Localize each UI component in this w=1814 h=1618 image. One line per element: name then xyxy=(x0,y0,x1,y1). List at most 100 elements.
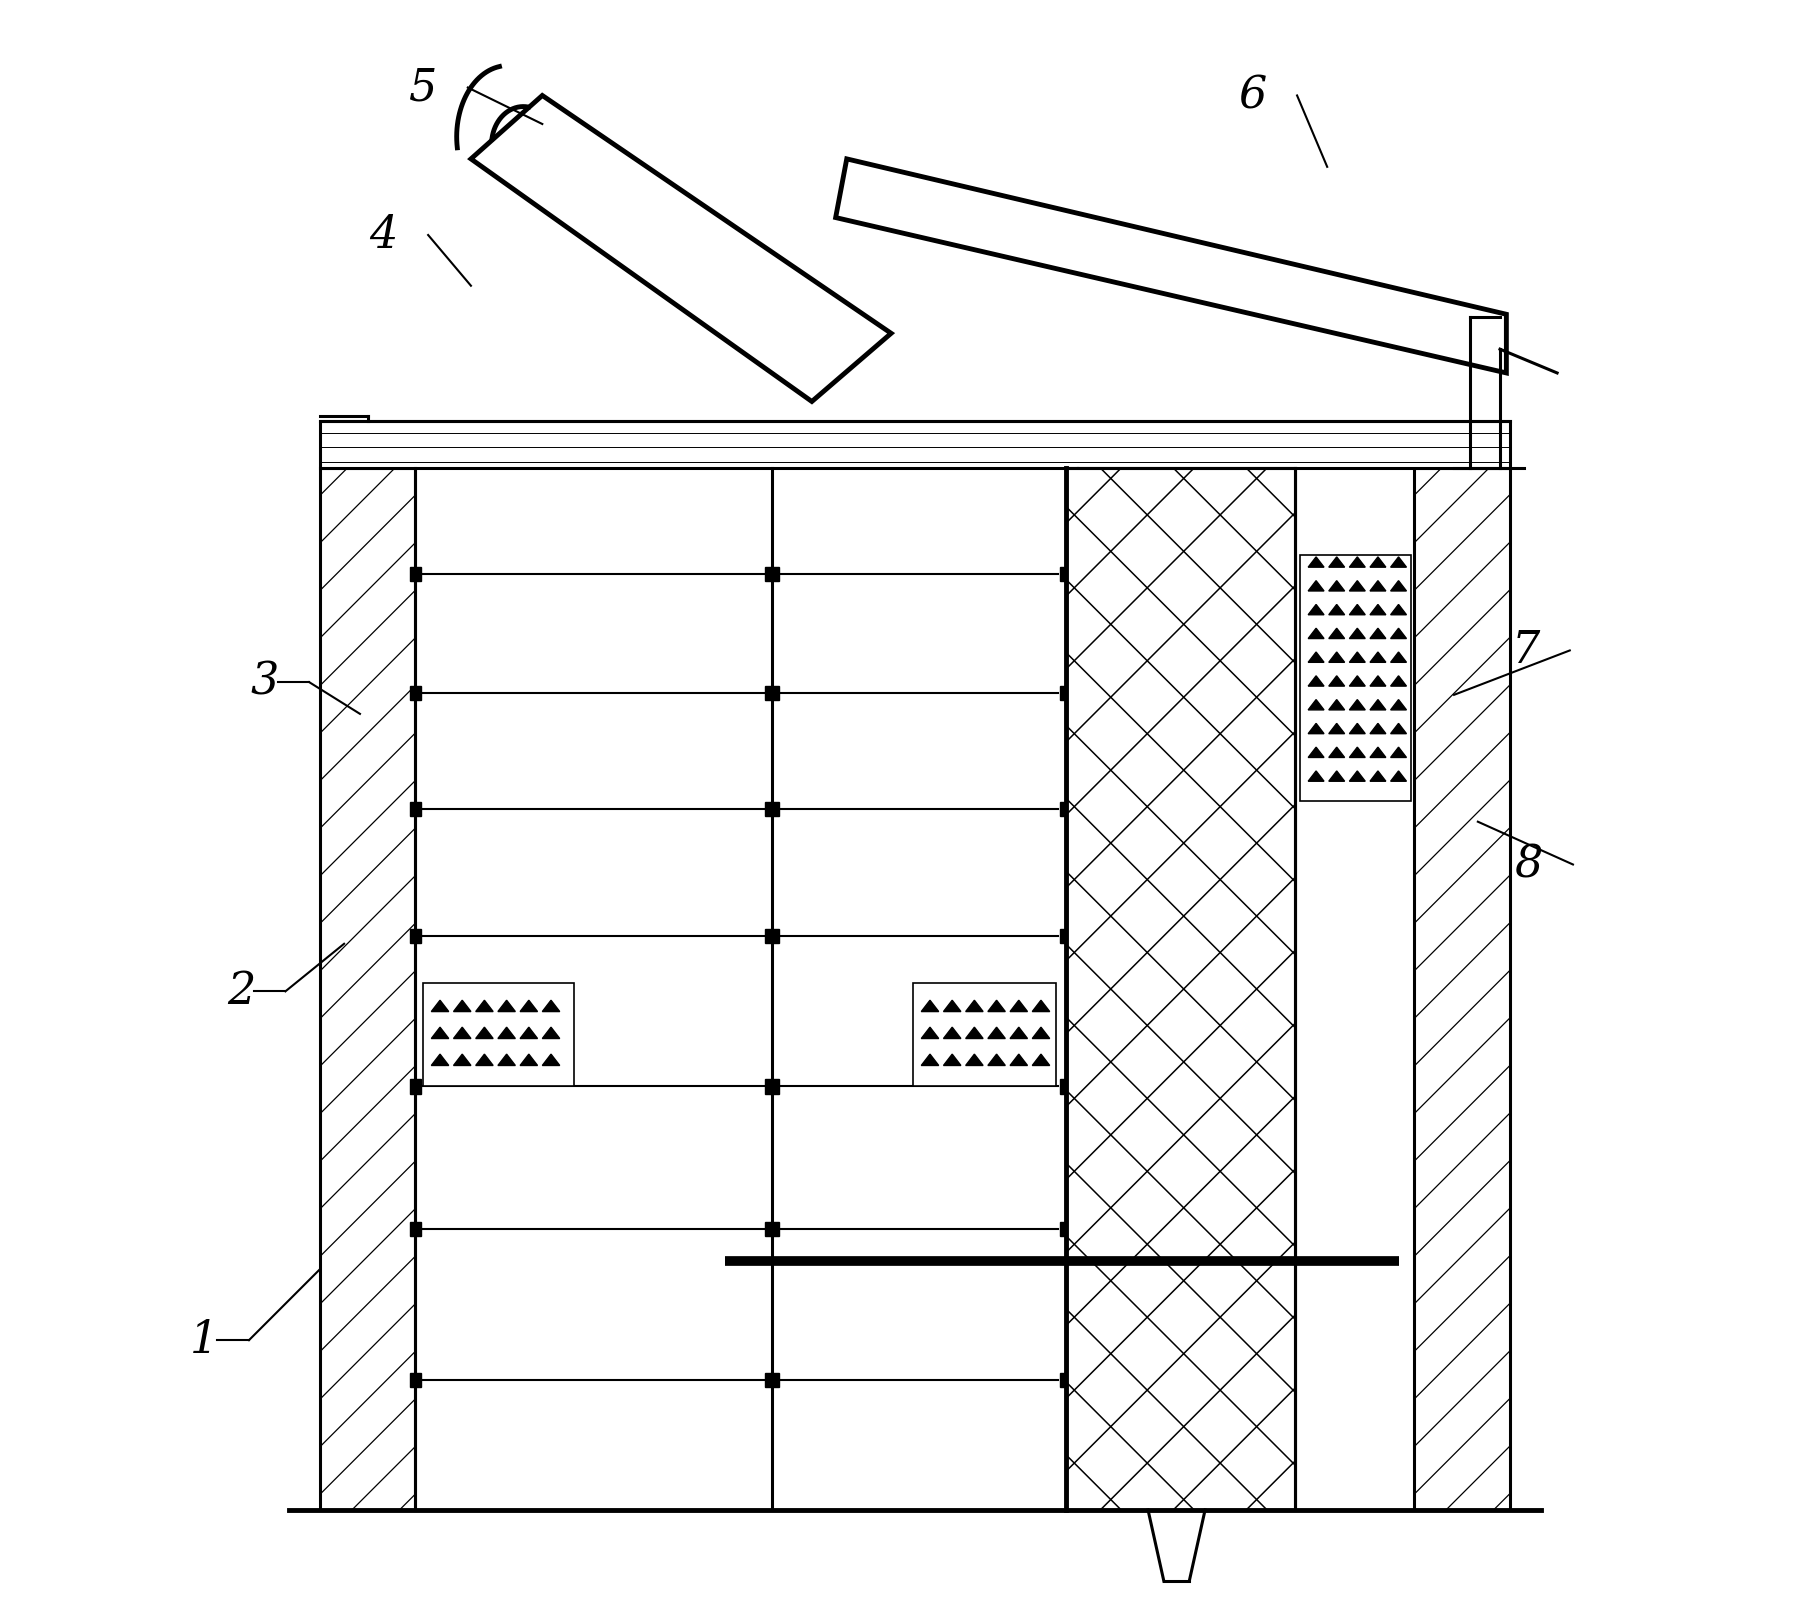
Bar xyxy=(766,1222,780,1236)
Bar xyxy=(410,1222,421,1236)
Bar xyxy=(766,1079,780,1094)
Polygon shape xyxy=(1330,770,1344,781)
Polygon shape xyxy=(454,1000,472,1011)
Polygon shape xyxy=(989,1000,1005,1011)
Bar xyxy=(1301,555,1411,801)
Bar xyxy=(766,803,780,815)
Polygon shape xyxy=(1370,628,1386,639)
Polygon shape xyxy=(1391,605,1406,615)
Text: 2: 2 xyxy=(227,969,256,1013)
Polygon shape xyxy=(1350,748,1366,757)
Polygon shape xyxy=(1330,581,1344,591)
Polygon shape xyxy=(1308,628,1324,639)
Polygon shape xyxy=(943,1055,961,1066)
Bar xyxy=(321,468,415,1510)
Polygon shape xyxy=(1350,557,1366,568)
Bar xyxy=(766,686,780,701)
Polygon shape xyxy=(475,1055,493,1066)
Polygon shape xyxy=(542,1055,561,1066)
Polygon shape xyxy=(454,1055,472,1066)
Polygon shape xyxy=(521,1027,537,1039)
Polygon shape xyxy=(1350,723,1366,733)
Text: 4: 4 xyxy=(370,214,397,257)
Polygon shape xyxy=(1308,770,1324,781)
Bar xyxy=(321,421,1509,468)
Polygon shape xyxy=(1330,652,1344,662)
Bar xyxy=(1059,1222,1072,1236)
Polygon shape xyxy=(1308,581,1324,591)
Polygon shape xyxy=(1330,676,1344,686)
Polygon shape xyxy=(922,1000,938,1011)
Bar xyxy=(1059,686,1072,701)
Polygon shape xyxy=(521,1000,537,1011)
Polygon shape xyxy=(922,1055,938,1066)
Bar xyxy=(912,984,1056,1087)
Polygon shape xyxy=(1350,628,1366,639)
Bar xyxy=(766,1372,780,1387)
Polygon shape xyxy=(989,1055,1005,1066)
Bar xyxy=(410,1372,421,1387)
Polygon shape xyxy=(1330,628,1344,639)
Polygon shape xyxy=(1032,1000,1050,1011)
Polygon shape xyxy=(1330,557,1344,568)
Text: 7: 7 xyxy=(1511,629,1540,671)
Polygon shape xyxy=(1350,605,1366,615)
Polygon shape xyxy=(1370,581,1386,591)
Polygon shape xyxy=(1391,676,1406,686)
Polygon shape xyxy=(943,1027,961,1039)
Polygon shape xyxy=(432,1055,448,1066)
Polygon shape xyxy=(497,1027,515,1039)
Polygon shape xyxy=(1391,581,1406,591)
Text: 6: 6 xyxy=(1239,74,1266,116)
Polygon shape xyxy=(1350,652,1366,662)
Polygon shape xyxy=(497,1000,515,1011)
Polygon shape xyxy=(1330,748,1344,757)
Text: 8: 8 xyxy=(1515,843,1542,887)
Polygon shape xyxy=(497,1055,515,1066)
Bar xyxy=(410,568,421,581)
Polygon shape xyxy=(965,1055,983,1066)
Polygon shape xyxy=(1032,1027,1050,1039)
Polygon shape xyxy=(1391,628,1406,639)
Bar xyxy=(1059,929,1072,943)
Polygon shape xyxy=(965,1000,983,1011)
Polygon shape xyxy=(1010,1027,1027,1039)
Polygon shape xyxy=(1308,652,1324,662)
Polygon shape xyxy=(1308,605,1324,615)
Polygon shape xyxy=(1330,605,1344,615)
Polygon shape xyxy=(1370,770,1386,781)
Bar xyxy=(410,686,421,701)
Polygon shape xyxy=(1370,652,1386,662)
Bar xyxy=(1059,1372,1072,1387)
Bar xyxy=(766,929,780,943)
Polygon shape xyxy=(1370,723,1386,733)
Polygon shape xyxy=(1308,748,1324,757)
Polygon shape xyxy=(1391,699,1406,710)
Bar xyxy=(1059,568,1072,581)
Polygon shape xyxy=(1010,1000,1027,1011)
Polygon shape xyxy=(1350,676,1366,686)
Polygon shape xyxy=(1370,676,1386,686)
Polygon shape xyxy=(1330,699,1344,710)
Polygon shape xyxy=(943,1000,961,1011)
Bar xyxy=(1059,803,1072,815)
Polygon shape xyxy=(1308,557,1324,568)
Polygon shape xyxy=(1010,1055,1027,1066)
Polygon shape xyxy=(521,1055,537,1066)
Polygon shape xyxy=(1032,1055,1050,1066)
Polygon shape xyxy=(1370,699,1386,710)
Polygon shape xyxy=(1350,581,1366,591)
Polygon shape xyxy=(432,1000,448,1011)
Polygon shape xyxy=(1391,557,1406,568)
Polygon shape xyxy=(454,1027,472,1039)
Bar xyxy=(410,929,421,943)
Text: 5: 5 xyxy=(410,66,437,108)
Polygon shape xyxy=(1350,699,1366,710)
Polygon shape xyxy=(1391,748,1406,757)
Bar xyxy=(1065,468,1295,1510)
Polygon shape xyxy=(1391,723,1406,733)
Polygon shape xyxy=(1391,770,1406,781)
Polygon shape xyxy=(475,1027,493,1039)
Bar xyxy=(1415,468,1509,1510)
Polygon shape xyxy=(542,1000,561,1011)
